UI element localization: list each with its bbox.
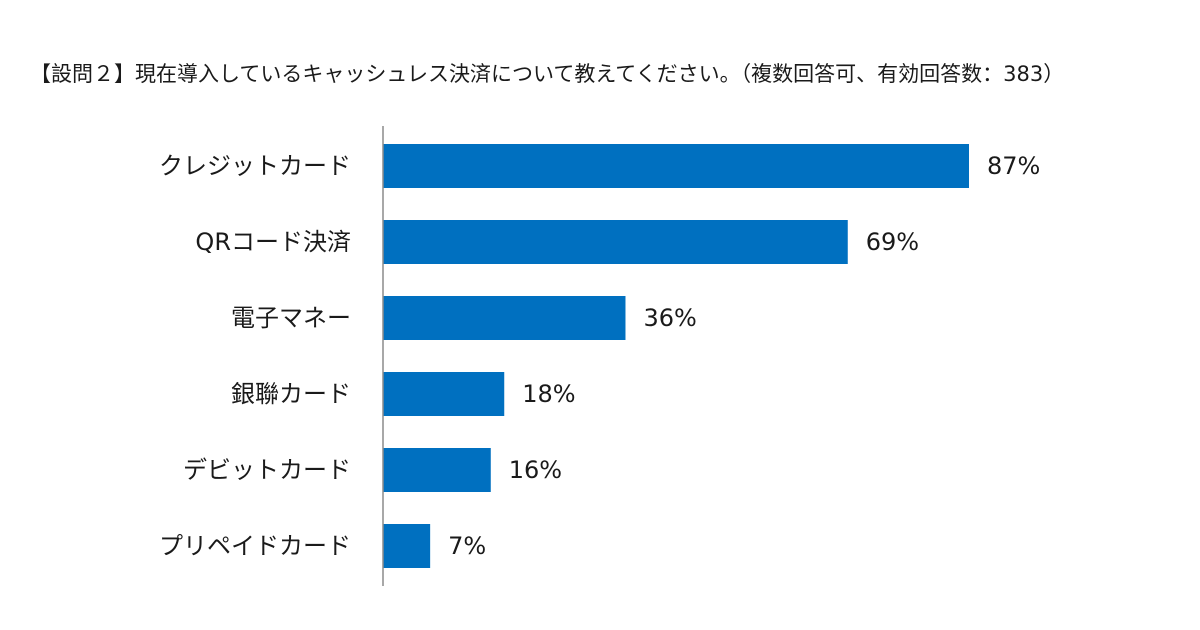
bar-3 bbox=[383, 296, 626, 340]
value-label-1: 87% bbox=[987, 152, 1040, 180]
chart-title: 【設問２】現在導入しているキャッシュレス決済について教えてください。（複数回答可… bbox=[30, 62, 1065, 86]
value-label-3: 36% bbox=[643, 304, 696, 332]
bar-5 bbox=[383, 448, 491, 492]
value-label-6: 7% bbox=[448, 532, 486, 560]
value-label-5: 16% bbox=[509, 456, 562, 484]
bar-4 bbox=[383, 372, 505, 416]
category-label-2: QRコード決済 bbox=[195, 228, 351, 256]
value-label-4: 18% bbox=[522, 380, 575, 408]
bar-2 bbox=[383, 220, 848, 264]
value-label-2: 69% bbox=[866, 228, 919, 256]
bar-1 bbox=[383, 144, 969, 188]
category-label-4: 銀聯カード bbox=[231, 380, 351, 408]
category-label-6: プリペイドカード bbox=[159, 532, 351, 560]
bar-6 bbox=[383, 524, 431, 568]
category-label-3: 電子マネー bbox=[231, 304, 351, 332]
category-label-5: デビットカード bbox=[183, 456, 351, 484]
category-label-1: クレジットカード bbox=[159, 152, 351, 180]
